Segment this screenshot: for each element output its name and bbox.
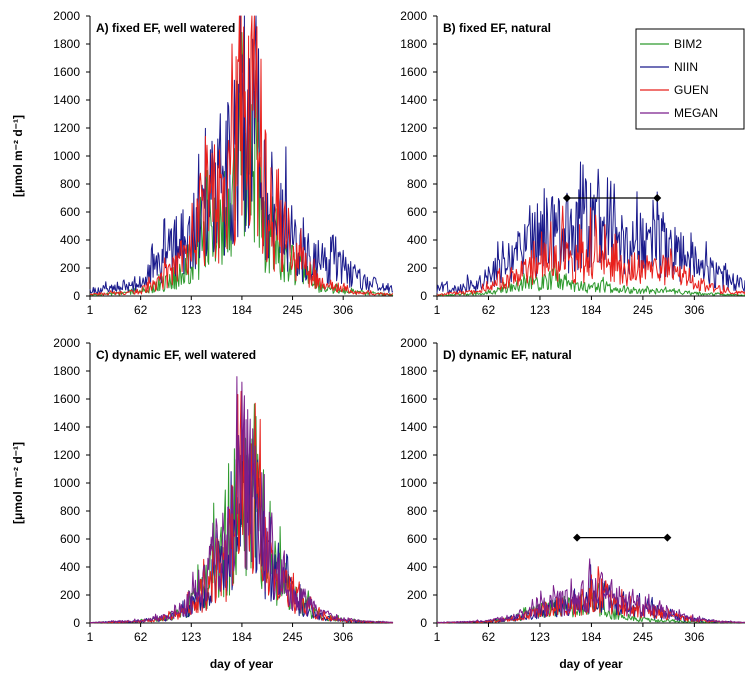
x-tick-label: 306 — [333, 303, 353, 317]
y-tick-label: 800 — [60, 504, 80, 518]
y-axis-label: [μmol m⁻² d⁻¹] — [11, 442, 25, 524]
legend-box — [635, 28, 745, 130]
legend-label: GUEN — [674, 83, 709, 97]
y-tick-label: 1200 — [53, 121, 80, 135]
y-tick-label: 600 — [60, 205, 80, 219]
x-tick-label: 184 — [232, 630, 252, 644]
y-tick-label: 2000 — [400, 336, 427, 350]
y-tick-label: 0 — [420, 616, 427, 630]
chart-panel: 0 200 400 600 800 1000 1200 1400 1600 1800 2000 1 62… — [400, 336, 745, 671]
y-tick-label: 1200 — [400, 121, 427, 135]
x-tick-label: 1 — [87, 630, 94, 644]
y-tick-label: 1000 — [400, 149, 427, 163]
x-tick-label: 123 — [181, 303, 201, 317]
drought-period-marker — [653, 194, 662, 202]
x-tick-label: 123 — [530, 630, 550, 644]
y-tick-label: 200 — [407, 261, 427, 275]
y-tick-label: 400 — [407, 233, 427, 247]
x-tick-label: 184 — [232, 303, 252, 317]
y-tick-label: 1400 — [400, 93, 427, 107]
y-tick-label: 200 — [60, 588, 80, 602]
x-tick-label: 62 — [134, 630, 148, 644]
chart-panel: 0 200 400 600 800 1000 1200 1400 1600 1800 2000 1 62… — [11, 9, 394, 317]
x-tick-label: 62 — [482, 630, 496, 644]
y-tick-label: 1800 — [400, 37, 427, 51]
chart-panel: 0 200 400 600 800 1000 1200 1400 1600 1800 2000 1 62… — [11, 336, 394, 671]
x-tick-label: 306 — [333, 630, 353, 644]
y-tick-label: 1200 — [53, 448, 80, 462]
y-tick-label: 0 — [420, 289, 427, 303]
series-line-guen — [436, 205, 745, 296]
y-axis-label: [μmol m⁻² d⁻¹] — [11, 115, 25, 197]
drought-period-marker — [562, 194, 571, 202]
y-tick-label: 200 — [407, 588, 427, 602]
y-tick-label: 1400 — [53, 93, 80, 107]
x-tick-label: 62 — [134, 303, 148, 317]
y-tick-label: 1000 — [53, 149, 80, 163]
panel-title: C) dynamic EF, well watered — [96, 348, 256, 362]
y-tick-label: 1600 — [53, 392, 80, 406]
y-tick-label: 1800 — [400, 364, 427, 378]
x-tick-label: 306 — [684, 630, 704, 644]
y-tick-label: 600 — [407, 532, 427, 546]
y-tick-label: 1800 — [53, 37, 80, 51]
x-tick-label: 123 — [530, 303, 550, 317]
y-tick-label: 800 — [407, 504, 427, 518]
chart-panel: 0 200 400 600 800 1000 1200 1400 1600 1800 2000 1 62… — [400, 9, 745, 317]
series-line-megan — [436, 558, 745, 624]
series-line-bim2 — [436, 261, 745, 297]
y-tick-label: 400 — [60, 560, 80, 574]
y-tick-label: 600 — [407, 205, 427, 219]
x-tick-label: 184 — [581, 303, 601, 317]
y-tick-label: 0 — [73, 616, 80, 630]
x-tick-label: 306 — [684, 303, 704, 317]
y-tick-label: 1600 — [53, 65, 80, 79]
y-tick-label: 400 — [60, 233, 80, 247]
x-tick-label: 245 — [633, 303, 653, 317]
y-tick-label: 800 — [60, 177, 80, 191]
legend-label: BIM2 — [674, 37, 702, 51]
y-tick-label: 1000 — [53, 476, 80, 490]
y-tick-label: 200 — [60, 261, 80, 275]
y-tick-label: 2000 — [400, 9, 427, 23]
legend-label: NIIN — [674, 60, 698, 74]
y-tick-label: 2000 — [53, 336, 80, 350]
x-tick-label: 1 — [434, 303, 441, 317]
series-line-megan — [89, 376, 394, 624]
x-axis-label: day of year — [559, 657, 623, 671]
y-tick-label: 1400 — [53, 420, 80, 434]
y-tick-label: 400 — [407, 560, 427, 574]
series-line-guen — [437, 566, 745, 624]
x-tick-label: 1 — [434, 630, 441, 644]
legend-label: MEGAN — [674, 106, 718, 120]
x-tick-label: 1 — [87, 303, 94, 317]
x-tick-label: 62 — [482, 303, 496, 317]
drought-period-marker — [573, 533, 582, 542]
panel-title: A) fixed EF, well watered — [96, 21, 235, 35]
y-tick-label: 1600 — [400, 65, 427, 79]
drought-period-marker — [663, 533, 672, 542]
y-tick-label: 1000 — [400, 476, 427, 490]
y-tick-label: 800 — [407, 177, 427, 191]
panel-title: D) dynamic EF, natural — [443, 348, 572, 362]
y-tick-label: 1800 — [53, 364, 80, 378]
x-tick-label: 245 — [633, 630, 653, 644]
y-tick-label: 0 — [73, 289, 80, 303]
y-tick-label: 1200 — [400, 448, 427, 462]
y-tick-label: 2000 — [53, 9, 80, 23]
x-tick-label: 245 — [283, 303, 303, 317]
y-tick-label: 1400 — [400, 420, 427, 434]
y-tick-label: 600 — [60, 532, 80, 546]
x-tick-label: 123 — [181, 630, 201, 644]
x-tick-label: 184 — [581, 630, 601, 644]
x-axis-label: day of year — [210, 657, 274, 671]
y-tick-label: 1600 — [400, 392, 427, 406]
x-tick-label: 245 — [283, 630, 303, 644]
panel-title: B) fixed EF, natural — [443, 21, 551, 35]
series-line-guen — [89, 15, 393, 296]
